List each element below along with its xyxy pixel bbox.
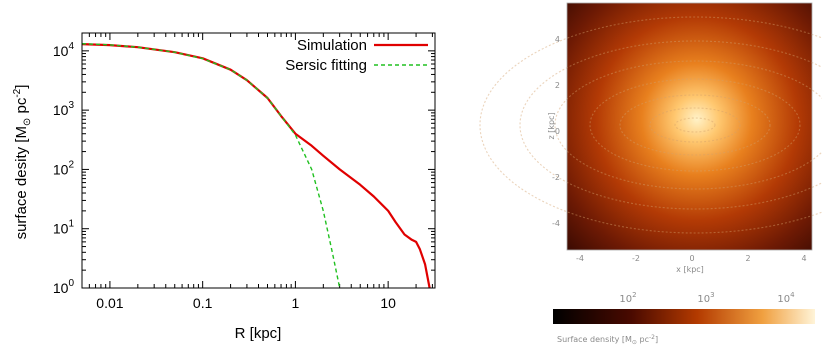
heatmap-y-tick-label: -2	[552, 173, 560, 182]
series-layer	[82, 43, 431, 288]
heatmap-x-tick-label: -2	[632, 254, 640, 263]
plot-frame	[81, 32, 436, 289]
series-line-simulation	[82, 43, 431, 288]
y-tick-label: 101	[53, 219, 75, 237]
y-tick-label: 104	[53, 41, 75, 59]
heatmap-x-tick-label: 0	[689, 254, 694, 263]
y-tick-label: 103	[53, 100, 75, 118]
y-tick-label: 102	[53, 159, 75, 177]
heatmap-frame	[566, 2, 813, 251]
legend-entry-label: Simulation	[297, 37, 367, 54]
y-axis-label: surface desity [M⊙ pc-2]	[12, 85, 33, 240]
legend: Simulation Sersic fitting	[285, 37, 428, 74]
heatmap-y-ticks: 4 2 0 -2 -4	[552, 35, 560, 228]
y-tick-label: 100	[53, 278, 75, 296]
y-axis-ticks: 100 101 102 103 104	[53, 32, 435, 296]
colorbar	[553, 309, 815, 324]
colorbar-ticks: 102 103 104	[619, 291, 795, 305]
colorbar-tick-label: 103	[697, 291, 714, 305]
colorbar-tick-label: 104	[777, 291, 795, 305]
x-tick-label: 0.01	[96, 295, 123, 311]
heatmap-y-tick-label: 0	[555, 127, 560, 136]
x-axis-ticks: 0.01 0.1 1 10	[81, 33, 433, 311]
surface-density-map: 4 2 0 -2 -4 z [kpc] -4 -2 0 2 4 x [kpc] …	[479, 2, 822, 346]
heatmap-y-tick-label: -4	[552, 219, 560, 228]
heatmap-x-ticks: -4 -2 0 2 4	[576, 254, 807, 263]
series-line-sersic-fitting	[82, 43, 341, 288]
x-tick-label: 0.1	[193, 295, 213, 311]
heatmap-image	[567, 3, 812, 250]
density-contours	[479, 16, 822, 234]
heatmap-x-tick-label: -4	[576, 254, 584, 263]
legend-entry-label: Sersic fitting	[285, 57, 367, 74]
x-tick-label: 1	[292, 295, 300, 311]
colorbar-tick-label: 102	[619, 291, 636, 305]
colorbar-label: Surface density [M⊙ pc-2]	[557, 334, 658, 346]
surface-density-profile-chart: 100 101 102 103 104 0.01 0.1 1 10 R [kpc] surfa…	[12, 32, 436, 342]
heatmap-y-tick-label: 2	[555, 81, 560, 90]
heatmap-x-label: x [kpc]	[676, 265, 704, 274]
heatmap-y-label: z [kpc]	[547, 112, 556, 139]
heatmap-x-tick-label: 2	[745, 254, 750, 263]
x-tick-label: 10	[380, 295, 396, 311]
heatmap-y-tick-label: 4	[555, 35, 560, 44]
heatmap-x-tick-label: 4	[801, 254, 806, 263]
x-axis-label: R [kpc]	[235, 325, 282, 342]
